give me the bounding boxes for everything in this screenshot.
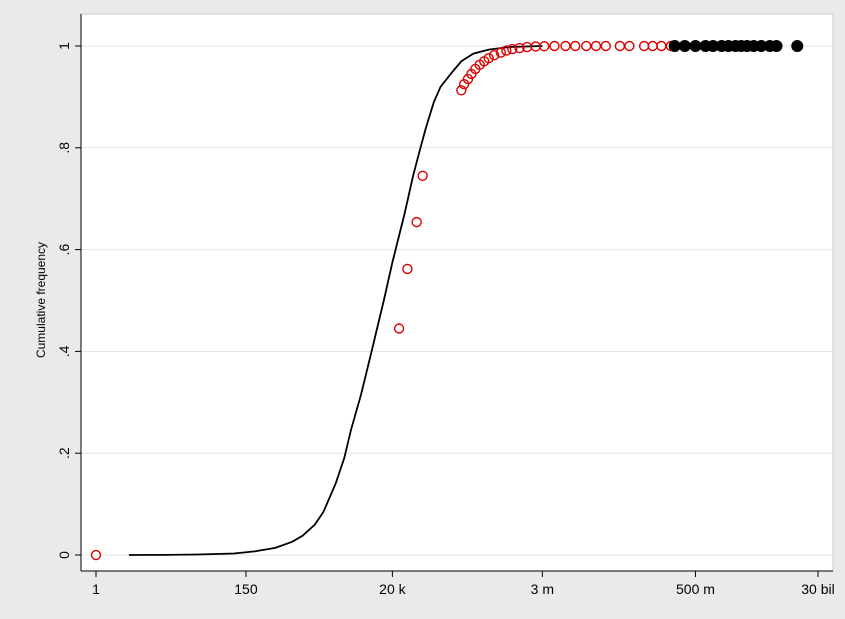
hollow-point [539,41,550,52]
hollow-point [393,323,405,334]
hollow-point [90,549,102,561]
hollow-point [560,40,571,52]
hollow-point [483,53,494,64]
plot-area [80,13,834,572]
hollow-point [411,216,422,228]
hollow-point [590,40,602,52]
hollow-point [514,42,525,54]
cdf-line [128,45,543,556]
hollow-point [581,40,592,52]
y-tick-label: 1 [56,42,72,50]
hollow-point [417,170,428,181]
y-tick-label: .8 [56,142,72,154]
filled-point [668,40,681,52]
x-tick-label: 20 k [379,581,406,597]
x-tick-label: 3 m [531,581,554,597]
x-tick-label: 30 bil [801,581,834,597]
hollow-point [549,40,560,52]
y-axis-title: Cumulative frequency [34,242,48,358]
x-axis-ticks: 1 150 20 k 3 m 500 m 30 bil [92,571,835,597]
filled-point [791,40,804,52]
series [90,40,804,561]
y-axis-ticks: 0 .2 .4 .6 .8 1 [56,42,81,559]
y-tick-label: .6 [56,244,72,256]
hollow-point [501,45,512,56]
hollow-point [570,40,581,52]
hollow-point [402,263,413,275]
filled-point [770,40,783,52]
filled-point [689,40,702,52]
x-tick-label: 500 m [676,581,715,597]
gridlines [81,45,833,556]
y-tick-label: .4 [56,345,72,357]
hollow-point [600,40,612,52]
hollow-point [495,47,507,58]
x-tick-label: 150 [234,581,258,597]
hollow-point [456,85,467,96]
hollow-point [462,73,474,85]
y-tick-label: 0 [56,551,72,559]
y-tick-label: .2 [56,447,72,459]
hollow-point [507,43,518,55]
filled-point [678,40,691,52]
hollow-point [624,40,635,52]
x-tick-label: 1 [92,581,100,597]
hollow-point [488,49,500,61]
